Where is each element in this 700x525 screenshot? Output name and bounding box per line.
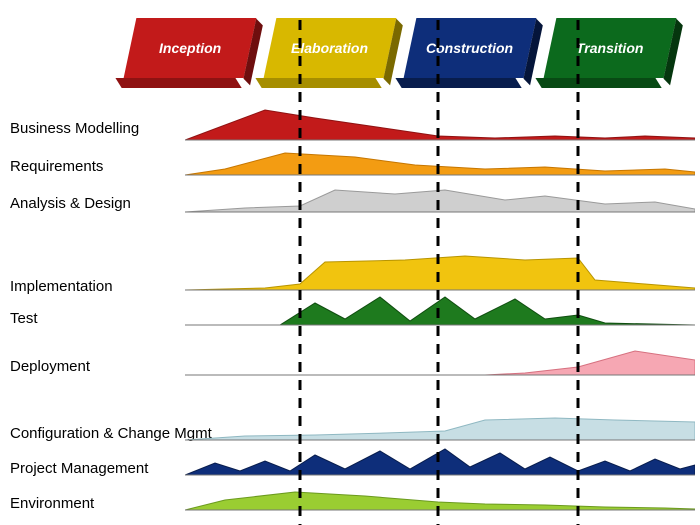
discipline-area-chart [185, 488, 695, 512]
discipline-area-chart [185, 295, 695, 327]
phase-label: Elaboration [291, 40, 368, 56]
discipline-label: Requirements [10, 158, 103, 175]
discipline-label: Configuration & Change Mgmt [10, 425, 212, 442]
phase-box-elaboration: Elaboration [264, 18, 397, 78]
discipline-label: Test [10, 310, 38, 327]
discipline-label: Environment [10, 495, 94, 512]
discipline-area-chart [185, 254, 695, 292]
phase-box-inception: Inception [124, 18, 257, 78]
phase-box-transition: Transition [544, 18, 677, 78]
phase-label: Transition [576, 40, 643, 56]
phase-label: Inception [159, 40, 221, 56]
phase-label: Construction [426, 40, 513, 56]
discipline-area-chart [185, 184, 695, 214]
discipline-label: Project Management [10, 460, 148, 477]
discipline-area-chart [185, 147, 695, 177]
discipline-label: Analysis & Design [10, 195, 131, 212]
discipline-label: Deployment [10, 358, 90, 375]
discipline-area-chart [185, 106, 695, 142]
discipline-area-chart [185, 447, 695, 477]
discipline-area-chart [185, 347, 695, 377]
discipline-label: Business Modelling [10, 120, 139, 137]
phase-box-construction: Construction [404, 18, 537, 78]
discipline-label: Implementation [10, 278, 113, 295]
discipline-area-chart [185, 414, 695, 442]
